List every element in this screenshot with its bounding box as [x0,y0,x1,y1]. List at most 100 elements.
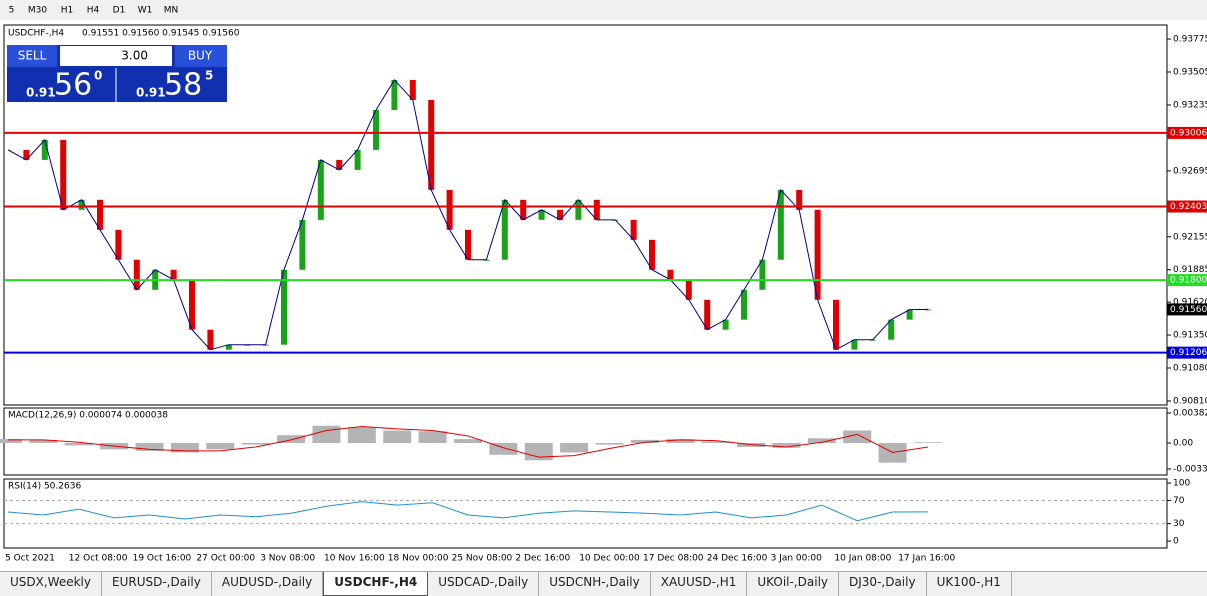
tab[interactable]: USDX,Weekly [0,572,102,596]
terminal: USDCHF-,H4 0.91551 0.91560 0.91545 0.915… [0,0,1207,564]
tab[interactable]: USDCHF-,H4 [323,572,429,596]
candle [133,259,140,290]
macd-bar [0,439,22,444]
tab[interactable]: UKOil-,Daily [747,572,840,596]
timeframe[interactable]: H1 [61,6,74,16]
candle [906,309,913,320]
candle [78,199,85,210]
symbol: USDCHF-,H4 [8,29,64,39]
candle [722,319,729,330]
sell-frac: 0 [94,69,102,83]
x-label: 17 Dec 08:00 [643,554,704,564]
candle [777,189,784,260]
candle [23,149,30,160]
macd-bar [29,439,58,444]
candle [851,339,858,350]
macd-bar [843,430,872,444]
tab[interactable]: DJ30-,Daily [839,572,927,596]
candle [189,279,195,330]
buy-big: 0.91 [136,86,166,100]
candle [704,299,711,330]
tab[interactable]: USDCAD-,Daily [428,572,540,596]
y-tick-label: 0.91350 [1173,331,1207,341]
macd-bar [64,443,93,446]
buy-frac: 5 [205,69,213,83]
candle [225,344,232,350]
timeframe[interactable]: D1 [113,6,126,16]
sell-main: 56 [54,68,92,103]
candle [409,79,416,100]
ohlc: 0.91551 0.91560 0.91545 0.91560 [82,29,240,39]
y-tick-label: 0 [1173,537,1179,547]
macd-bar [135,443,164,451]
timeframe[interactable]: M30 [28,6,47,16]
candle [317,159,324,220]
current-tag [1167,303,1207,316]
sell-button[interactable] [7,45,57,67]
tab[interactable]: AUDUSD-,Daily [212,572,324,596]
macd-bar [666,439,695,444]
candle [759,259,766,290]
level-label: 0.91800 [1170,276,1207,286]
x-label: 3 Jan 00:00 [771,554,823,564]
candle [557,209,563,220]
volume: 3.00 [121,49,148,63]
candle [593,199,600,220]
level-tag [1167,274,1207,287]
y-tick-label: 0.90810 [1173,396,1207,406]
x-label: 19 Oct 16:00 [133,554,192,564]
candle [207,329,214,350]
timeframe[interactable]: W1 [138,6,153,16]
macd-bar [701,441,730,444]
volume-field[interactable] [60,46,172,66]
macd-bar [807,438,836,444]
candle [888,319,895,340]
close-line [7,79,929,351]
candle [814,209,821,300]
candle [649,239,655,270]
candle [391,79,398,110]
sell-label[interactable]: SELL [18,49,47,63]
y-tick-label: 0.93505 [1173,67,1207,77]
x-label: 25 Nov 08:00 [452,554,513,564]
macd-bar [524,443,553,461]
sell-big: 0.91 [26,86,56,100]
candle [667,269,674,280]
level-label: 0.92403 [1170,202,1207,212]
macd-bar [383,430,412,444]
macd-bar [560,443,589,453]
tab-bar: USDX,Weekly EURUSD-,Daily AUDUSD-,Daily USD… [0,571,1207,596]
x-label: 18 Nov 00:00 [388,554,449,564]
macd-bar [418,431,447,444]
x-label: 17 Jan 16:00 [898,554,955,564]
candle [299,219,306,270]
macd-bar [312,425,341,444]
buy-label[interactable]: BUY [188,49,213,63]
buy-button[interactable] [175,45,227,67]
tab[interactable]: USDCNH-,Daily [539,572,651,596]
toolbar [0,0,1207,20]
timeframe[interactable]: MN [164,6,179,16]
candle [60,139,67,210]
x-label: 10 Jan 08:00 [834,554,891,564]
x-label: 10 Dec 00:00 [579,554,640,564]
tab[interactable]: XAUUSD-,H1 [651,572,748,596]
candle [575,199,582,220]
tab[interactable]: EURUSD-,Daily [102,572,212,596]
timeframe[interactable]: H4 [87,6,100,16]
y-tick-label: 0.93235 [1173,100,1207,110]
candle [833,299,839,350]
rsi-pane [3,478,1168,549]
x-label: 3 Nov 08:00 [260,554,315,564]
y-tick-label: -0.0033 [1173,464,1207,474]
rsi-line [7,501,929,522]
tab[interactable]: UK100-,H1 [927,572,1012,596]
y-tick-label: 0.92695 [1173,166,1207,176]
x-label: 12 Oct 08:00 [69,554,128,564]
timeframe[interactable]: 5 [9,6,15,16]
macd-bar [595,443,624,445]
rsi-title: RSI(14) 50.2636 [8,482,81,492]
candle [520,199,527,220]
candle [796,189,803,210]
candle [741,289,747,320]
